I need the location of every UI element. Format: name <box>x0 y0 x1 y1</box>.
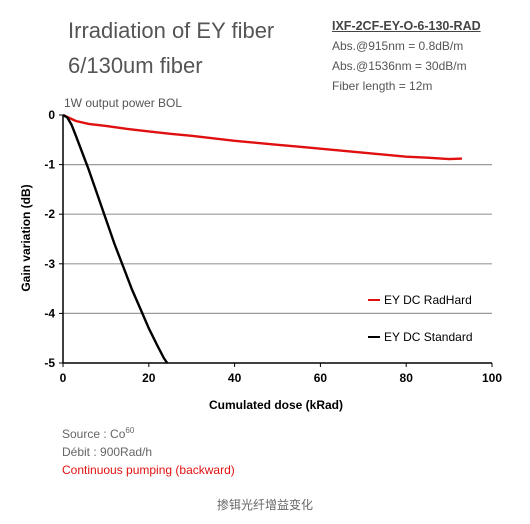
legend-label: EY DC RadHard <box>384 293 472 307</box>
y-tick-label: -3 <box>44 257 55 271</box>
y-tick-label: -5 <box>44 356 55 370</box>
y-axis-label: Gain variation (dB) <box>19 184 33 291</box>
legend: EY DC RadHard EY DC Standard <box>368 293 473 344</box>
absorption-915: Abs.@915nm = 0.8dB/m <box>332 39 464 53</box>
x-tick-label: 0 <box>60 371 67 385</box>
x-tick-label: 80 <box>400 371 414 385</box>
y-tick-label: -2 <box>44 207 55 221</box>
x-tick-label: 100 <box>482 371 502 385</box>
x-tick-label: 20 <box>142 371 156 385</box>
y-tick-label: 0 <box>48 108 55 122</box>
source-note: Source : Co60 <box>62 426 135 441</box>
fiber-reference: IXF-2CF-EY-O-6-130-RAD <box>332 19 481 33</box>
title-line-1: Irradiation of EY fiber <box>68 18 275 43</box>
fiber-length: Fiber length = 12m <box>332 79 433 93</box>
series-line-radhard <box>62 113 463 161</box>
x-tick-label: 40 <box>228 371 242 385</box>
legend-label: EY DC Standard <box>384 330 473 344</box>
chart-subtitle: 1W output power BOL <box>64 96 183 110</box>
grid-lines <box>63 164 492 314</box>
absorption-1536: Abs.@1536nm = 30dB/m <box>332 59 467 73</box>
series-group <box>62 113 463 364</box>
x-tick-label: 60 <box>314 371 328 385</box>
figure-caption: 掺铒光纤增益变化 <box>216 498 313 512</box>
dose-rate-note: Débit : 900Rad/h <box>62 445 153 459</box>
series-line-standard <box>62 113 169 364</box>
y-tick-label: -1 <box>44 158 55 172</box>
x-tick-labels: 0 20 40 60 80 100 <box>60 363 502 385</box>
pumping-note: Continuous pumping (backward) <box>62 463 235 477</box>
y-tick-label: -4 <box>44 306 55 320</box>
title-line-2: 6/130um fiber <box>68 53 203 78</box>
x-axis-label: Cumulated dose (kRad) <box>209 398 343 412</box>
y-tick-labels: 0 -1 -2 -3 -4 -5 <box>44 108 63 370</box>
